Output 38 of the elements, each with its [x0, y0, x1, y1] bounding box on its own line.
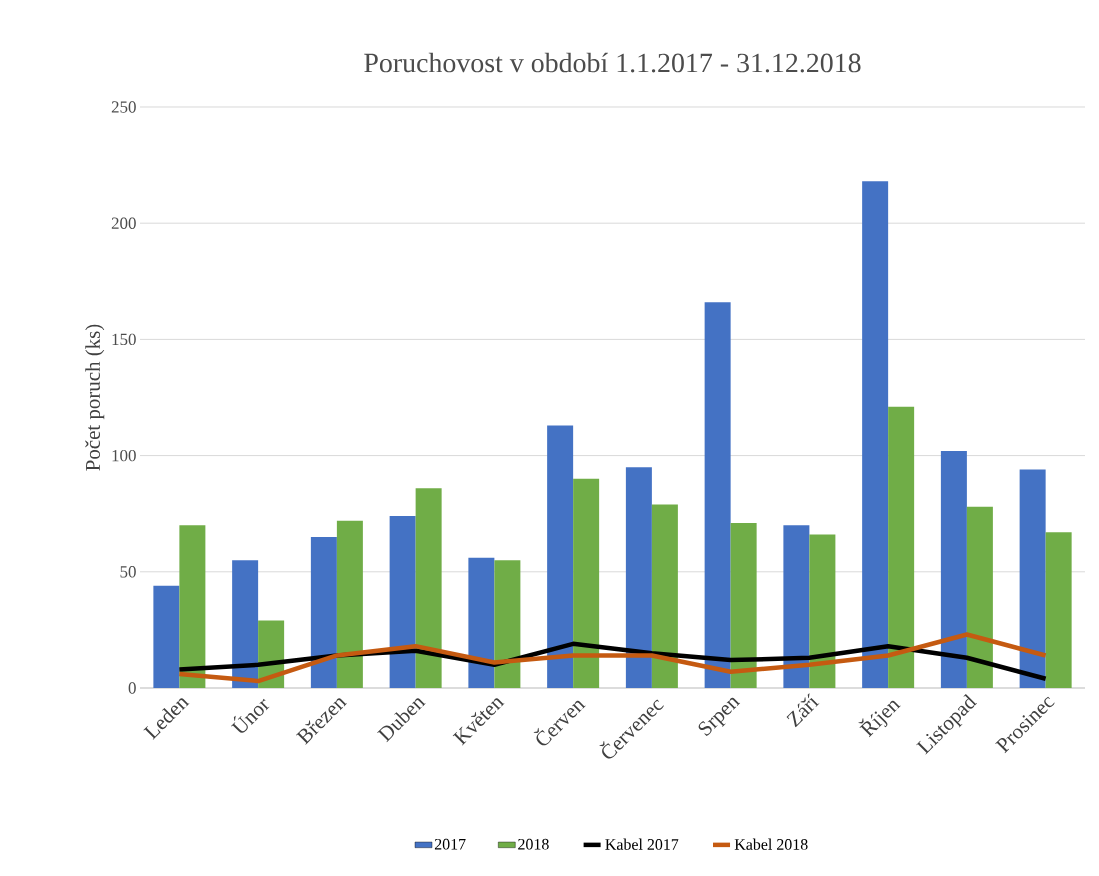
legend-label: 2017 [434, 838, 466, 850]
bar [625, 467, 652, 688]
legend-label: Kabel 2017 [605, 838, 679, 850]
bar [1045, 532, 1072, 688]
chart-title: Poruchovost v období 1.1.2017 - 31.12.2018 [364, 52, 861, 73]
x-tick-label: Září [786, 693, 820, 728]
legend-label: 2018 [518, 838, 549, 850]
bar [468, 557, 495, 688]
y-axis-title: Počet poruch (ks) [85, 324, 105, 471]
bar [179, 525, 206, 688]
bar [651, 504, 678, 688]
bar [494, 560, 521, 688]
x-tick-label: Únor [231, 698, 270, 733]
bar [940, 450, 967, 688]
bar [573, 478, 600, 688]
bar [783, 525, 810, 688]
y-tick-label: 200 [111, 217, 136, 229]
bar [389, 516, 416, 688]
bar [415, 488, 442, 688]
bar [888, 406, 915, 688]
bar [310, 536, 337, 688]
bar [966, 506, 993, 688]
y-tick-label: 150 [112, 333, 136, 346]
bar [153, 585, 180, 688]
bar [704, 302, 731, 688]
legend-label: Kabel 2018 [734, 838, 808, 850]
bar [232, 560, 259, 688]
y-tick-label: 50 [120, 566, 136, 578]
bar [862, 181, 889, 688]
bar [1019, 469, 1046, 688]
bar [809, 534, 836, 688]
line-series [177, 632, 1048, 684]
bar [336, 520, 363, 688]
y-tick-label: 0 [128, 682, 136, 694]
y-tick-label: 100 [112, 449, 136, 462]
y-tick-label: 250 [111, 101, 136, 113]
bar [547, 425, 574, 688]
bar [730, 523, 757, 688]
